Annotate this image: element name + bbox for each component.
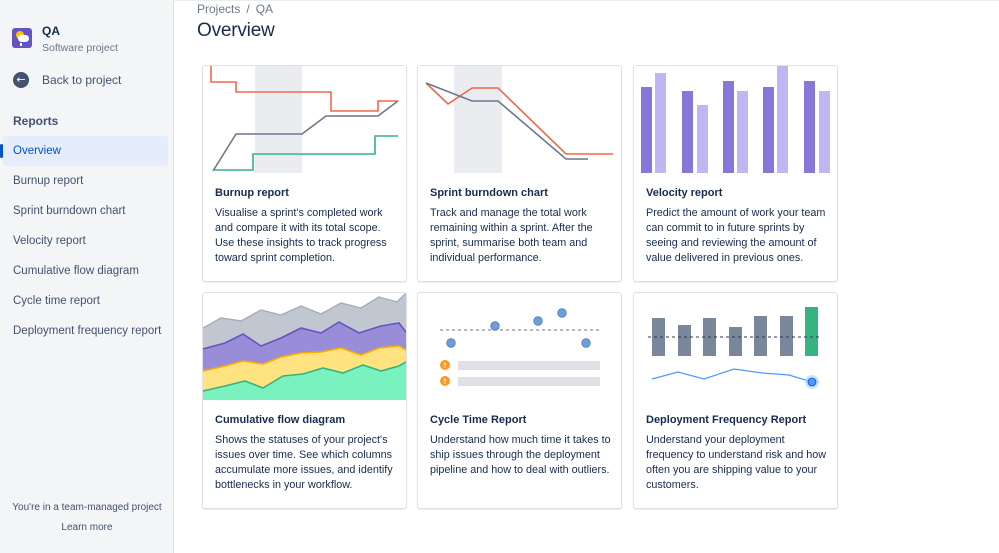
team-managed-note: You're in a team-managed project	[12, 502, 162, 513]
project-name: QA	[42, 24, 60, 38]
card-title: Cumulative flow diagram	[215, 414, 346, 426]
back-to-project-link[interactable]: ← Back to project	[13, 72, 121, 88]
deployment-frequency-card[interactable]: Deployment Frequency Report Understand y…	[633, 292, 838, 509]
card-title: Deployment Frequency Report	[646, 414, 807, 426]
velocity-report-card[interactable]: Velocity report Predict the amount of wo…	[633, 65, 838, 282]
breadcrumb-projects[interactable]: Projects	[197, 2, 241, 16]
velocity-illustration	[641, 66, 830, 173]
breadcrumb: Projects / QA	[197, 2, 274, 16]
arrow-left-icon: ←	[13, 72, 29, 88]
sidebar-item-cycle-time-report[interactable]: Cycle time report	[13, 295, 100, 307]
svg-text:↑: ↑	[442, 362, 448, 370]
card-description: Track and manage the total work remainin…	[430, 207, 593, 264]
card-description: Understand how much time it takes to shi…	[430, 434, 611, 476]
reports-section-title: Reports	[13, 114, 59, 128]
back-to-project-label: Back to project	[42, 73, 122, 87]
sidebar: QA Software project ← Back to project Re…	[0, 0, 174, 553]
learn-more-link[interactable]: Learn more	[61, 522, 113, 533]
burnup-illustration	[210, 66, 399, 173]
sprint-burndown-card[interactable]: Sprint burndown chart Track and manage t…	[417, 65, 622, 282]
sidebar-item-sprint-burndown-chart[interactable]: Sprint burndown chart	[13, 205, 126, 217]
project-type: Software project	[42, 42, 118, 54]
cumulative-flow-illustration	[203, 293, 406, 400]
card-title: Burnup report	[215, 187, 289, 199]
cumulative-flow-card[interactable]: Cumulative flow diagram Shows the status…	[202, 292, 407, 509]
deployment-frequency-illustration	[648, 307, 820, 389]
breadcrumb-qa[interactable]: QA	[255, 2, 274, 16]
page-title: Overview	[197, 20, 275, 41]
burnup-report-card[interactable]: Burnup report Visualise a sprint's compl…	[202, 65, 407, 282]
cycle-time-illustration: ↑ ↑	[440, 308, 600, 386]
card-title: Cycle Time Report	[430, 414, 527, 426]
card-description: Visualise a sprint's completed work and …	[215, 207, 387, 264]
project-avatar-icon	[12, 28, 32, 48]
card-title: Velocity report	[646, 187, 723, 199]
card-description: Predict the amount of work your team can…	[646, 207, 826, 264]
card-description: Shows the statuses of your project's iss…	[215, 434, 393, 491]
reports-nav: Overview Burnup report Sprint burndown c…	[0, 136, 174, 346]
sidebar-item-deployment-frequency-report[interactable]: Deployment frequency report	[13, 325, 162, 337]
svg-text:↑: ↑	[442, 378, 448, 386]
cycle-time-card[interactable]: ↑ ↑ Cycle Time Report Understand how muc…	[417, 292, 622, 509]
top-divider	[174, 0, 999, 1]
sidebar-item-velocity-report[interactable]: Velocity report	[13, 235, 86, 247]
card-title: Sprint burndown chart	[430, 187, 548, 199]
project-header: QA Software project	[12, 24, 118, 54]
sidebar-item-burnup-report[interactable]: Burnup report	[13, 175, 84, 187]
sidebar-item-cumulative-flow-diagram[interactable]: Cumulative flow diagram	[13, 265, 139, 277]
burndown-illustration	[425, 66, 613, 173]
sidebar-item-overview[interactable]: Overview	[0, 136, 168, 166]
card-description: Understand your deployment frequency to …	[646, 434, 827, 491]
